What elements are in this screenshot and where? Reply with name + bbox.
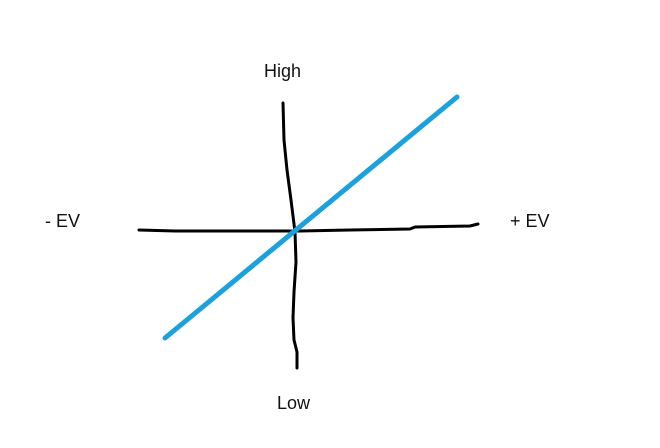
diagonal-line xyxy=(162,94,460,341)
vertical-axis xyxy=(281,101,299,370)
horizontal-axis xyxy=(137,222,480,233)
axis-label-left: - EV xyxy=(45,211,81,231)
axis-label-top: High xyxy=(264,61,302,81)
axis-label-right: + EV xyxy=(510,211,550,231)
axis-label-bottom: Low xyxy=(277,393,311,413)
